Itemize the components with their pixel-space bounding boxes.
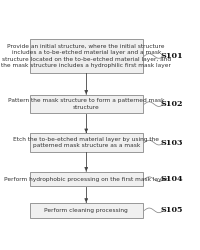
Text: Pattern the mask structure to form a patterned mask
structure: Pattern the mask structure to form a pat…: [8, 98, 164, 110]
Text: S104: S104: [160, 175, 183, 183]
Text: S103: S103: [160, 138, 183, 146]
Text: Etch the to-be-etched material layer by using the
patterned mask structure as a : Etch the to-be-etched material layer by …: [13, 137, 159, 148]
FancyBboxPatch shape: [30, 95, 143, 113]
FancyBboxPatch shape: [30, 39, 143, 73]
FancyBboxPatch shape: [30, 203, 143, 218]
FancyBboxPatch shape: [30, 172, 143, 186]
FancyBboxPatch shape: [30, 134, 143, 152]
Text: S105: S105: [160, 206, 183, 214]
Text: Perform cleaning processing: Perform cleaning processing: [44, 208, 128, 213]
Text: S102: S102: [160, 100, 183, 108]
Text: Provide an initial structure, where the initial structure
includes a to-be-etche: Provide an initial structure, where the …: [1, 44, 171, 68]
Text: Perform hydrophobic processing on the first mask layer: Perform hydrophobic processing on the fi…: [4, 177, 168, 182]
Text: S101: S101: [160, 52, 183, 60]
